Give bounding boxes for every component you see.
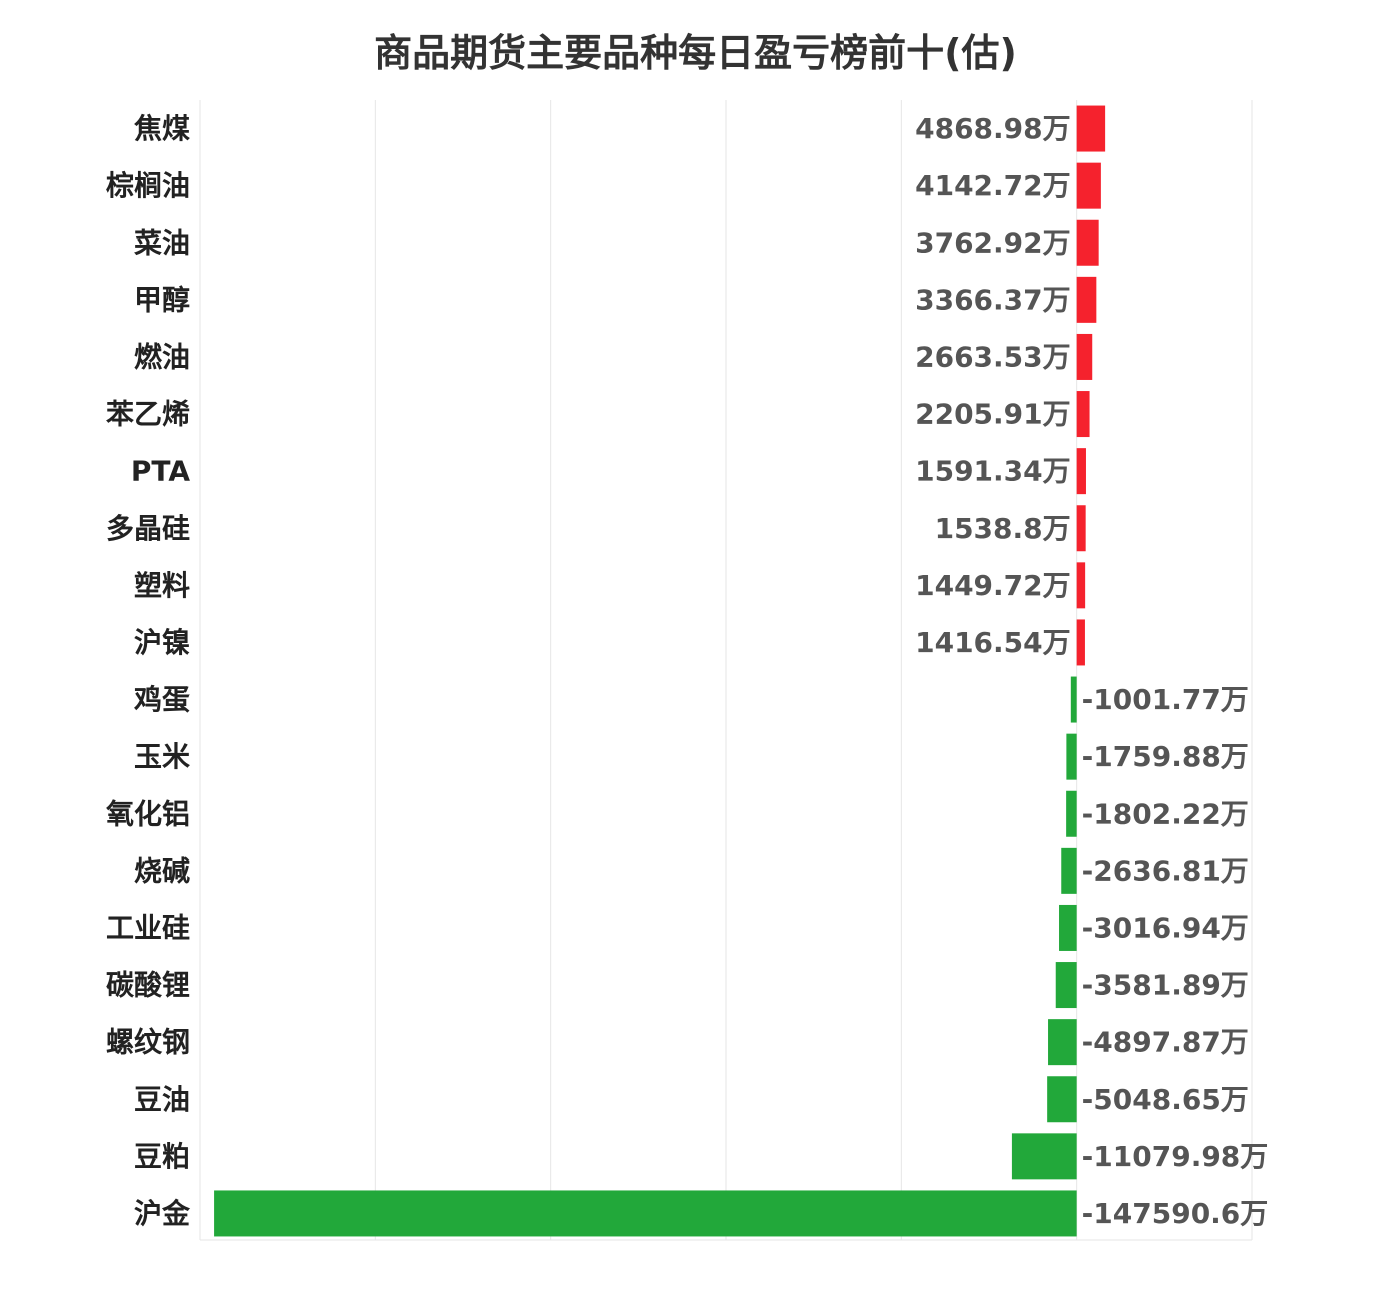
category-label: 烧碱 xyxy=(134,854,190,887)
category-label: 鸡蛋 xyxy=(133,683,190,716)
category-label: 甲醇 xyxy=(134,283,190,316)
category-label: 豆油 xyxy=(134,1083,190,1116)
category-label: 碳酸锂 xyxy=(106,969,190,1002)
category-label: 沪金 xyxy=(134,1197,191,1230)
bar xyxy=(1076,219,1099,266)
bar xyxy=(1076,505,1086,552)
chart-title: 商品期货主要品种每日盈亏榜前十(估) xyxy=(374,31,1017,75)
bar xyxy=(1059,904,1077,951)
value-label: -147590.6万 xyxy=(1082,1197,1269,1230)
bar xyxy=(214,1190,1077,1237)
category-label: 菜油 xyxy=(134,226,190,259)
value-label: 3366.37万 xyxy=(915,283,1071,316)
bars xyxy=(214,105,1106,1237)
value-label: 1538.8万 xyxy=(935,512,1071,545)
value-label: 4868.98万 xyxy=(915,112,1071,145)
bar xyxy=(1011,1133,1077,1180)
value-label: -2636.81万 xyxy=(1082,854,1249,887)
value-label: -11079.98万 xyxy=(1082,1140,1269,1173)
value-label: -3016.94万 xyxy=(1082,911,1249,944)
grid-lines xyxy=(199,100,1253,1241)
category-label: PTA xyxy=(131,455,190,488)
value-label: 2205.91万 xyxy=(915,398,1071,431)
category-label: 氧化铝 xyxy=(106,797,190,830)
value-label: 1416.54万 xyxy=(915,626,1071,659)
bar xyxy=(1076,619,1085,666)
bar xyxy=(1061,847,1077,894)
value-label: -5048.65万 xyxy=(1082,1083,1249,1116)
category-label: 螺纹钢 xyxy=(106,1026,190,1059)
value-label: 1449.72万 xyxy=(915,569,1071,602)
value-label: 2663.53万 xyxy=(915,340,1071,373)
category-label: 塑料 xyxy=(134,569,190,602)
value-label: 3762.92万 xyxy=(915,226,1071,259)
bar xyxy=(1076,448,1086,495)
category-label: 玉米 xyxy=(134,740,190,773)
value-label: 1591.34万 xyxy=(915,455,1071,488)
value-label: -1759.88万 xyxy=(1082,740,1249,773)
bar xyxy=(1076,162,1101,209)
bar xyxy=(1076,391,1090,438)
category-label: 燃油 xyxy=(134,340,190,373)
category-label: 豆粕 xyxy=(134,1140,190,1173)
bar xyxy=(1076,562,1086,609)
category-label: 多晶硅 xyxy=(106,512,190,545)
value-label: -4897.87万 xyxy=(1082,1026,1249,1059)
bar xyxy=(1055,962,1077,1009)
value-label: -1001.77万 xyxy=(1082,683,1249,716)
category-label: 苯乙烯 xyxy=(105,398,190,431)
bar xyxy=(1076,333,1093,380)
bar xyxy=(1048,1019,1077,1066)
bar xyxy=(1070,676,1077,723)
category-label: 焦煤 xyxy=(134,112,190,145)
category-label: 工业硅 xyxy=(106,911,190,944)
value-label: -3581.89万 xyxy=(1082,969,1249,1002)
bar xyxy=(1076,105,1106,152)
value-label: -1802.22万 xyxy=(1082,797,1249,830)
bar xyxy=(1076,276,1097,323)
bar xyxy=(1047,1076,1077,1123)
category-label: 棕榈油 xyxy=(106,169,190,202)
category-label: 沪镍 xyxy=(134,626,190,659)
value-label: 4142.72万 xyxy=(915,169,1071,202)
bar xyxy=(1066,790,1077,837)
bar xyxy=(1066,733,1077,780)
